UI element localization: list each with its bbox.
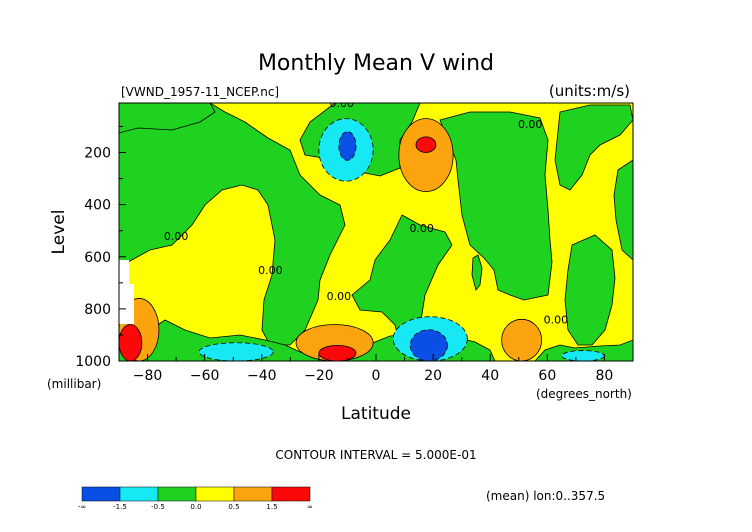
x-tick-label: −60	[190, 368, 220, 384]
contour-region-pos-strong	[318, 344, 357, 361]
units-label: (units:m/s)	[549, 82, 630, 100]
colorbar-swatch	[233, 486, 273, 502]
y-tick-label: 600	[84, 250, 111, 266]
colorbar-tick-label: 0.5	[228, 503, 239, 511]
contour-interval-text: CONTOUR INTERVAL = 5.000E-01	[275, 448, 476, 462]
contour-region-pos-strong	[415, 136, 437, 153]
colorbar-tick-label: ∞	[307, 503, 313, 511]
contour-label: 0.00	[409, 222, 434, 235]
y-tick-label: 1000	[75, 354, 111, 370]
contour-label: 0.00	[327, 290, 352, 303]
y-axis: 200 400 600 800 1000	[75, 125, 126, 370]
contour-label: 0.00	[544, 313, 569, 326]
x-axis-units: (degrees_north)	[536, 387, 632, 401]
colorbar: -∞ -1.5 -0.5 0.0 0.5 1.5 ∞	[78, 486, 313, 511]
x-axis: −80 −60 −40 −20 0 20 40 60 80	[118, 354, 634, 384]
x-tick-label: 20	[424, 368, 442, 384]
contour-region-neg-strong	[409, 329, 448, 361]
chart-title: Monthly Mean V wind	[258, 51, 494, 76]
colorbar-swatch	[271, 486, 311, 502]
plot-area: 0.00 0.00 0.00 0.00 0.00 0.00 0.00	[119, 97, 633, 361]
contour-region-pos-strong	[119, 324, 143, 361]
y-axis-units: (millibar)	[47, 377, 101, 391]
contour-region-pos-mod	[501, 318, 543, 361]
colorbar-tick-label: 0.0	[190, 503, 201, 511]
y-tick-label: 200	[84, 146, 111, 162]
x-tick-label: −40	[247, 368, 277, 384]
colorbar-tick-label: -∞	[78, 503, 86, 511]
colorbar-tick-label: 1.5	[266, 503, 277, 511]
contour-label: 0.00	[518, 118, 543, 131]
colorbar-tick-label: -1.5	[113, 503, 127, 511]
x-tick-label: 60	[538, 368, 556, 384]
y-tick-label: 800	[84, 302, 111, 318]
field-regions	[119, 118, 605, 361]
field-white-corner	[119, 260, 134, 324]
y-axis-title: Level	[49, 210, 69, 255]
x-tick-label: 80	[596, 368, 614, 384]
dataset-label: [VWND_1957-11_NCEP.nc]	[121, 85, 279, 99]
colorbar-tick-label: -0.5	[151, 503, 165, 511]
contour-region-neg-mod	[561, 350, 605, 361]
x-axis-title: Latitude	[341, 404, 411, 424]
x-tick-label: 0	[372, 368, 381, 384]
contour-label: 0.00	[258, 264, 283, 277]
colorbar-swatch	[81, 486, 121, 502]
colorbar-swatch	[195, 486, 235, 502]
x-tick-label: 40	[481, 368, 499, 384]
colorbar-swatch	[119, 486, 159, 502]
x-tick-label: −80	[133, 368, 163, 384]
contour-region-pos-mod	[398, 118, 454, 193]
footer-text: (mean) lon:0..357.5	[486, 489, 605, 503]
contour-label: 0.00	[164, 230, 189, 243]
contour-region-neg-strong	[338, 131, 357, 161]
contour-labels: 0.00 0.00 0.00 0.00 0.00 0.00 0.00	[164, 97, 569, 326]
contour-region-neg-mod	[198, 342, 274, 361]
y-tick-label: 400	[84, 198, 111, 214]
colorbar-swatch	[157, 486, 197, 502]
contour-label: 0.00	[329, 97, 354, 110]
x-tick-label: −20	[304, 368, 334, 384]
